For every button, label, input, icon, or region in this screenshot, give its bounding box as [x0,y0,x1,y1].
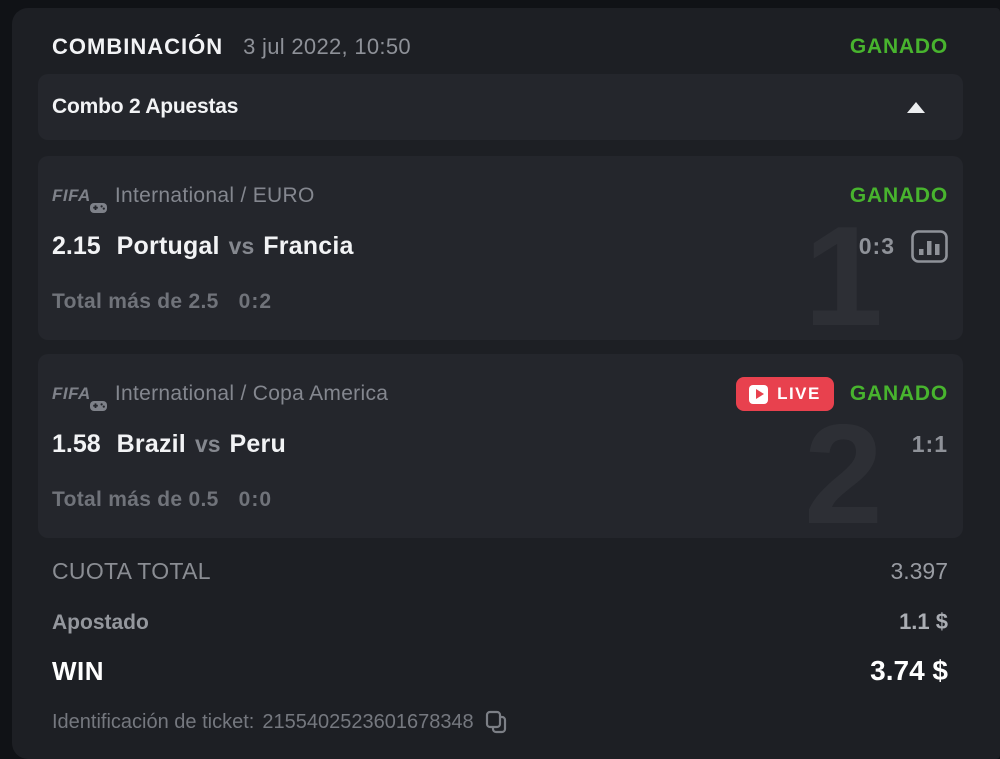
ticket-id-value: 2155402523601678348 [262,710,474,733]
vs-label: vs [228,232,255,259]
bar-chart-icon [911,229,948,263]
ticket-id-row: Identificación de ticket: 21554025236016… [52,709,948,735]
win-value: 3.74 $ [870,655,948,686]
league-name: International / EURO [114,184,315,207]
league-name: International / Copa America [114,382,389,405]
home-team: Portugal [116,231,220,260]
play-icon [749,384,769,404]
slip-date: 3 jul 2022, 10:50 [243,34,411,59]
collapse-chevron-up-icon[interactable] [907,101,925,113]
copy-ticket-id-button[interactable] [484,709,508,735]
gamepad-icon [89,203,107,213]
fifa-esports-logo: FIFA [52,384,107,411]
live-badge: LIVE [736,377,834,411]
match-score: 1:1 [911,430,948,457]
bet-status-badge: GANADO [849,184,948,207]
market-name: Total más de 2.5 [52,290,219,313]
bet-odds: 1.58 [52,429,101,458]
away-team: Peru [229,429,286,458]
home-team: Brazil [116,429,186,458]
bet-status-badge: GANADO [849,382,948,405]
totals-section: CUOTA TOTAL 3.397 Apostado 1.1 $ WIN 3.7… [52,558,948,735]
market-name: Total más de 0.5 [52,488,219,511]
gamepad-icon [89,401,107,411]
combo-toggle-bar[interactable]: Combo 2 Apuestas [38,74,963,140]
bet-odds: 2.15 [52,231,101,260]
combo-label: Combo 2 Apuestas [52,95,239,118]
fifa-esports-logo: FIFA [52,186,107,213]
bet-index-watermark: 1 [804,206,883,341]
ticket-id-label: Identificación de ticket: [52,710,255,733]
total-odds-value: 3.397 [890,558,948,584]
stake-value: 1.1 $ [899,609,948,634]
vs-label: vs [194,430,221,457]
slip-type-title: COMBINACIÓN [52,34,224,59]
bet-card-2: 2 FIFA International / Copa America LIVE… [38,354,963,538]
bet-index-watermark: 2 [804,404,883,539]
stake-label: Apostado [52,611,149,634]
win-label: WIN [52,656,105,686]
slip-status-badge: GANADO [849,35,948,58]
slip-header: COMBINACIÓN 3 jul 2022, 10:50 GANADO [12,8,1000,62]
market-score: 0:0 [238,488,272,511]
bet-slip-panel: COMBINACIÓN 3 jul 2022, 10:50 GANADO Com… [12,8,1000,759]
away-team: Francia [263,231,354,260]
market-score: 0:2 [238,290,272,313]
bet-card-1: 1 FIFA International / EURO GANADO 2.15 … [38,156,963,340]
total-odds-label: CUOTA TOTAL [52,558,211,584]
statistics-button[interactable] [911,229,948,263]
match-score: 0:3 [858,232,895,259]
copy-icon [485,710,506,734]
